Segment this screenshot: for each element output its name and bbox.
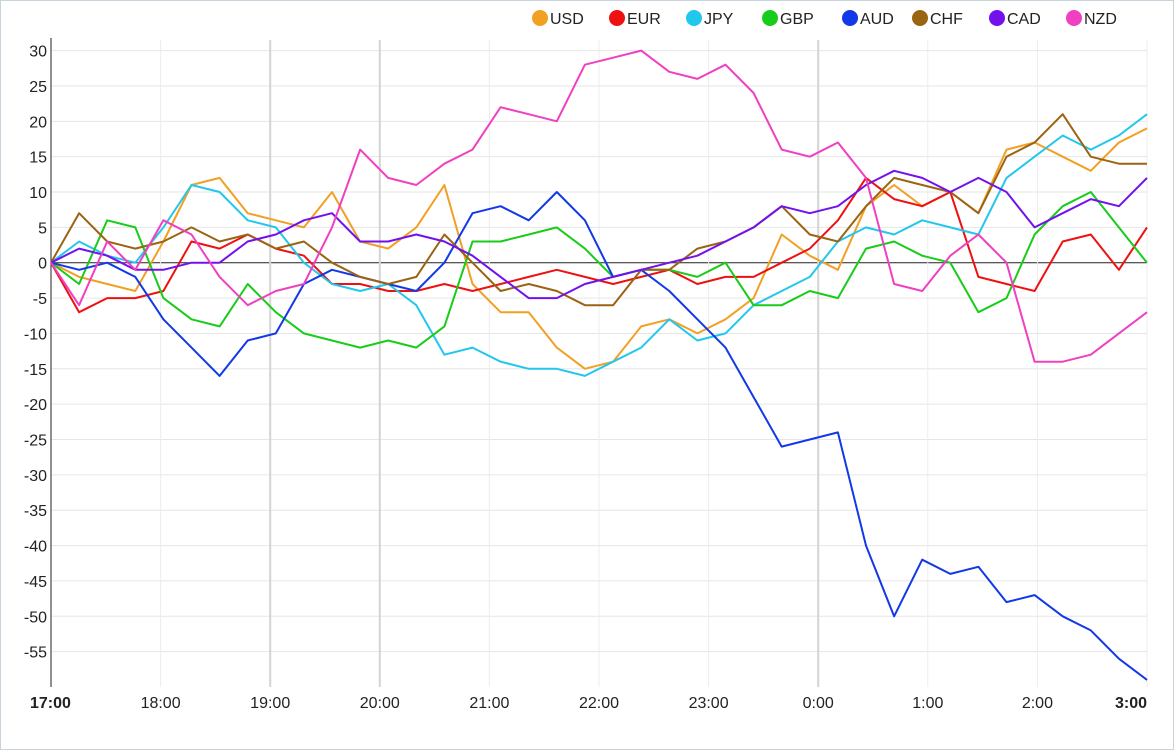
series-layer [50, 49, 1148, 681]
legend-item-gbp[interactable]: GBP [762, 10, 814, 28]
legend-item-nzd[interactable]: NZD [1066, 10, 1117, 28]
y-tick-label: -35 [24, 503, 47, 520]
y-tick-label: -55 [24, 645, 47, 662]
y-tick-label: -45 [24, 574, 47, 591]
legend-label: USD [550, 11, 584, 28]
y-tick-label: 15 [29, 150, 47, 167]
series-line-nzd [50, 49, 1148, 363]
legend-label: JPY [704, 11, 734, 28]
y-tick-label: -30 [24, 468, 47, 485]
series-line-cad [50, 169, 1148, 300]
legend-item-chf[interactable]: CHF [912, 10, 963, 28]
y-tick-label: -20 [24, 397, 47, 414]
legend-label: GBP [780, 11, 814, 28]
y-tick-label: -50 [24, 609, 47, 626]
legend-item-cad[interactable]: CAD [989, 10, 1041, 28]
grid-layer [50, 40, 1148, 687]
legend-swatch [912, 10, 928, 26]
x-tick-label: 19:00 [250, 695, 290, 712]
legend-label: CAD [1007, 11, 1041, 28]
legend-swatch [989, 10, 1005, 26]
x-tick-label: 18:00 [141, 695, 181, 712]
y-tick-label: -25 [24, 433, 47, 450]
x-tick-label: 1:00 [912, 695, 943, 712]
y-tick-label: 25 [29, 79, 47, 96]
x-tick-label: 3:00 [1115, 695, 1147, 712]
legend-item-eur[interactable]: EUR [609, 10, 661, 28]
legend-item-aud[interactable]: AUD [842, 10, 894, 28]
x-tick-label: 0:00 [803, 695, 834, 712]
series-line-aud [50, 191, 1148, 681]
axis-layer: 30 25 20 15 10 5 0 -5 -10 -15 -20 -25 -30 -35 -40 -45 -5… [24, 38, 1147, 712]
y-tick-label: -5 [33, 291, 47, 308]
legend-swatch [609, 10, 625, 26]
y-tick-label: -15 [24, 362, 47, 379]
legend-item-usd[interactable]: USD [532, 10, 584, 28]
y-tick-label: -10 [24, 326, 47, 343]
legend-label: EUR [627, 11, 661, 28]
series-line-jpy [50, 113, 1148, 377]
legend-label: CHF [930, 11, 963, 28]
x-tick-label: 23:00 [689, 695, 729, 712]
y-tick-label: -40 [24, 539, 47, 556]
y-tick-label: 20 [29, 114, 47, 131]
x-tick-label: 20:00 [360, 695, 400, 712]
x-tick-label: 21:00 [469, 695, 509, 712]
x-tick-label: 2:00 [1022, 695, 1053, 712]
x-tick-label: 22:00 [579, 695, 619, 712]
legend-swatch [842, 10, 858, 26]
legend-swatch [532, 10, 548, 26]
y-tick-label: 0 [38, 256, 47, 273]
legend-swatch [1066, 10, 1082, 26]
y-tick-label: 10 [29, 185, 47, 202]
legend: USD EUR JPY GBP AUD CHF CAD NZD [532, 10, 1117, 28]
x-tick-label: 17:00 [30, 695, 71, 712]
series-line-chf [50, 113, 1147, 307]
legend-item-jpy[interactable]: JPY [686, 10, 734, 28]
legend-label: AUD [860, 11, 894, 28]
legend-swatch [686, 10, 702, 26]
legend-swatch [762, 10, 778, 26]
legend-label: NZD [1084, 11, 1117, 28]
y-tick-label: 30 [29, 44, 47, 61]
series-line-gbp [50, 191, 1148, 349]
y-tick-label: 5 [38, 220, 47, 237]
